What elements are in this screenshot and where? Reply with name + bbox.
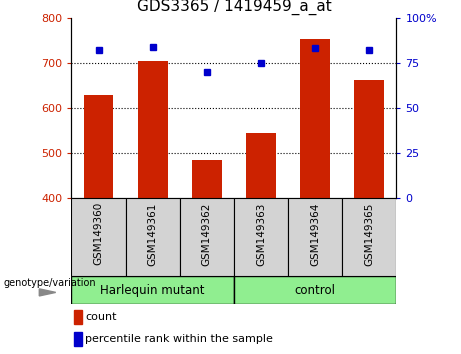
Bar — [300, 39, 330, 198]
Bar — [288, 198, 342, 276]
Bar — [125, 198, 180, 276]
Text: GSM149365: GSM149365 — [364, 202, 374, 266]
Text: GSM149364: GSM149364 — [310, 202, 320, 266]
Text: GSM149361: GSM149361 — [148, 202, 158, 266]
Bar — [74, 310, 82, 324]
Bar — [234, 276, 396, 304]
Text: GSM149360: GSM149360 — [94, 202, 104, 266]
Bar — [246, 133, 276, 198]
Bar — [342, 198, 396, 276]
Text: genotype/variation: genotype/variation — [4, 278, 96, 288]
Text: control: control — [295, 284, 336, 297]
Bar — [180, 198, 234, 276]
Bar — [71, 276, 234, 304]
Bar — [234, 198, 288, 276]
Text: GSM149362: GSM149362 — [202, 202, 212, 266]
Bar — [355, 80, 384, 198]
Bar — [138, 62, 168, 198]
Text: count: count — [85, 312, 117, 322]
Bar — [83, 95, 113, 198]
Bar — [74, 332, 82, 346]
Text: GSM149363: GSM149363 — [256, 202, 266, 266]
Text: Harlequin mutant: Harlequin mutant — [100, 284, 205, 297]
Text: percentile rank within the sample: percentile rank within the sample — [85, 334, 273, 344]
Polygon shape — [39, 289, 56, 296]
Title: GDS3365 / 1419459_a_at: GDS3365 / 1419459_a_at — [136, 0, 331, 15]
Bar — [71, 198, 125, 276]
Bar — [192, 160, 222, 198]
